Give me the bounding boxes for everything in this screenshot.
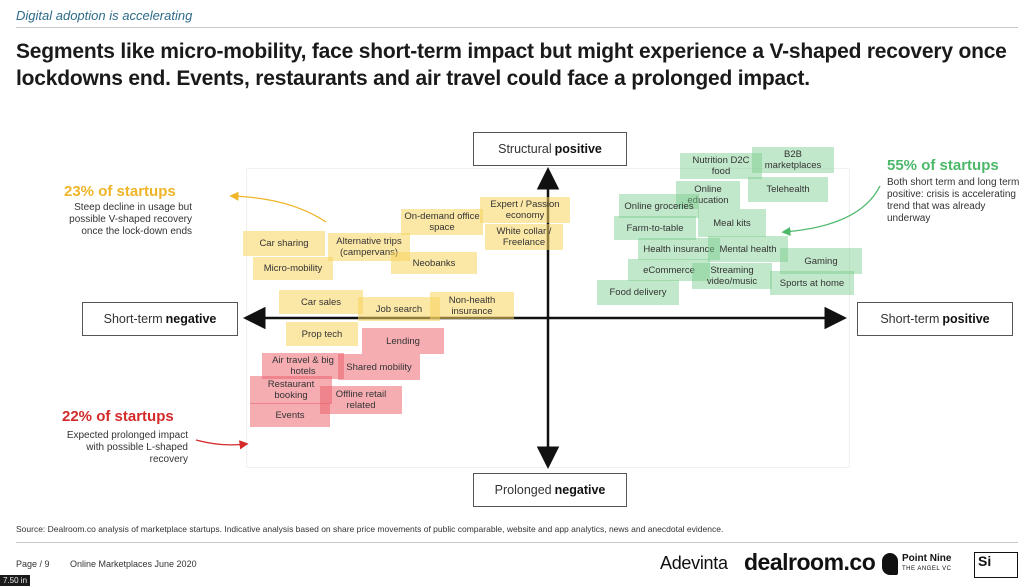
yellow-stat-headline: 23% of startups [64,183,176,200]
segment-chip: On-demand office space [401,209,483,235]
segment-chip: Non-health insurance [430,292,514,319]
adevinta-logo: Adevinta [660,553,728,573]
segment-chip: B2B marketplaces [752,147,834,173]
segment-chip: Sports at home [770,271,854,295]
green-stat-description: Both short term and long term positive: … [887,177,1020,224]
six-logo: Si [974,552,1018,578]
document-name: Online Marketplaces June 2020 [70,559,197,569]
slide-kicker: Digital adoption is accelerating [16,8,193,23]
red-callout-arrow [195,439,249,450]
segment-chip: Job search [358,297,440,321]
kicker-divider [16,27,1018,28]
segment-chip: Car sharing [243,231,325,256]
green-callout-arrow [781,185,881,237]
source-note: Source: Dealroom.co analysis of marketpl… [16,524,724,534]
red-stat-headline: 22% of startups [62,408,174,425]
dealroom-logo: dealroom.co [744,549,876,575]
axis-label-bottom: Prolonged negative [473,473,627,507]
axis-label-top: Structural positive [473,132,627,166]
segment-chip: Food delivery [597,280,679,305]
pointnine-logo: Point Nine THE ANGEL VC [882,553,951,575]
red-stat-description: Expected prolonged impact with possible … [66,430,188,465]
yellow-callout-arrow [229,191,327,223]
segment-chip: Online education [676,181,740,209]
segment-chip: Shared mobility [338,354,420,380]
segment-chip: Lending [362,328,444,354]
footer-divider [16,542,1018,543]
segment-chip: Gaming [780,248,862,274]
green-stat-headline: 55% of startups [887,157,999,174]
segment-chip: Health insurance [638,238,720,260]
segment-chip: Mental health [708,236,788,262]
segment-chip: Online groceries [619,194,699,218]
segment-chip: Offline retail related [320,386,402,414]
size-indicator: 7.50 in [0,575,31,586]
pointnine-tagline: THE ANGEL VC [902,566,952,572]
pointnine-mark-icon [882,553,898,575]
segment-chip: Air travel & big hotels [262,353,344,379]
segment-chip: Car sales [279,290,363,314]
segment-chip: eCommerce [628,259,710,281]
segment-chip: Expert / Passion economy [480,197,570,223]
segment-chip: Streaming video/music [692,263,772,289]
segment-chip: White collar / Freelance [485,224,563,250]
segment-chip: Prop tech [286,322,358,346]
segment-chip: Nutrition D2C food [680,153,762,179]
yellow-stat-description: Steep decline in usage but possible V-sh… [69,202,192,237]
axis-label-left: Short-term negative [82,302,238,336]
pointnine-wordmark: Point Nine [902,553,952,564]
segment-chip: Restaurant booking [250,376,332,404]
segment-chip: Farm-to-table [614,216,696,240]
segment-chip: Meal kits [698,209,766,237]
segment-chip: Neobanks [391,252,477,274]
segment-chip: Events [250,403,330,427]
slide-headline: Segments like micro-mobility, face short… [16,40,1007,90]
segment-chip: Micro-mobility [253,257,333,280]
axis-label-right: Short-term positive [857,302,1013,336]
segment-chip: Telehealth [748,177,828,202]
page-number: Page / 9 [16,559,50,569]
